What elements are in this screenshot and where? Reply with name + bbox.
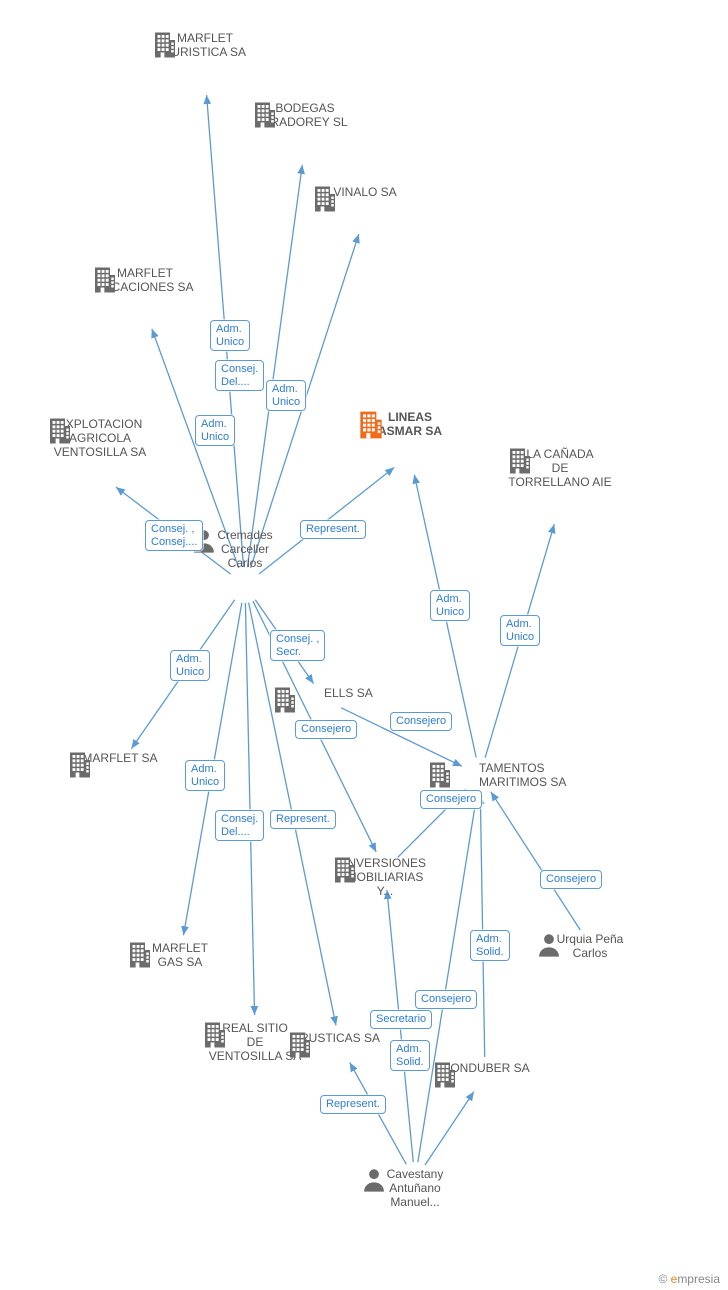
edge-label-cavestany-inv_mob: Secretario	[370, 1010, 432, 1029]
edge-label-cremades-marflet_tur: Adm. Unico	[210, 320, 250, 351]
edge-cavestany-tamentos	[418, 795, 477, 1162]
brand-rest: mpresia	[677, 1272, 720, 1286]
edge-cremades-real_sitio	[245, 603, 254, 1015]
edge-label-cremades-marflet: Adm. Unico	[170, 650, 210, 681]
edge-monduber-tamentos	[480, 795, 484, 1057]
edge-label-cremades-ells: Consej. , Secr.	[270, 630, 325, 661]
edge-label-cavestany-tamentos: Consejero	[415, 990, 477, 1009]
edge-label-inv_mob-tamentos: Consejero	[420, 790, 482, 809]
edge-label-cremades-vinalo: Adm. Unico	[266, 380, 306, 411]
copyright: © empresia	[658, 1272, 720, 1286]
network-canvas: { "canvas":{"w":728,"h":1290,"bg":"#ffff…	[0, 0, 728, 1290]
edge-label-cavestany-rusticas: Represent.	[320, 1095, 386, 1114]
edge-label-urquia-tamentos: Consejero	[540, 870, 602, 889]
edge-label-tamentos-lineas: Adm. Unico	[430, 590, 470, 621]
edge-label-cavestany-monduber: Adm. Solid.	[390, 1040, 430, 1071]
edge-label-cremades-lineas: Represent.	[300, 520, 366, 539]
edge-urquia-tamentos	[491, 792, 580, 930]
edge-label-monduber-tamentos: Adm. Solid.	[470, 930, 510, 961]
edge-label-cremades-rusticas: Represent.	[270, 810, 336, 829]
copyright-symbol: ©	[658, 1272, 667, 1286]
edge-label-cremades-inv_mob: Consejero	[295, 720, 357, 739]
edge-label-tamentos-torrellano: Adm. Unico	[500, 615, 540, 646]
edge-label-cremades-expl_agr: Consej. , Consej....	[145, 520, 203, 551]
edge-cavestany-monduber	[425, 1092, 474, 1165]
edge-label-cremades-marflet_gas: Adm. Unico	[185, 760, 225, 791]
edge-label-cremades-real_sitio: Consej. Del....	[215, 810, 264, 841]
edge-label-cremades-marflet_vac: Adm. Unico	[195, 415, 235, 446]
edge-label-ells-tamentos: Consejero	[390, 712, 452, 731]
edge-label-cremades-bodegas: Consej. Del....	[215, 360, 264, 391]
